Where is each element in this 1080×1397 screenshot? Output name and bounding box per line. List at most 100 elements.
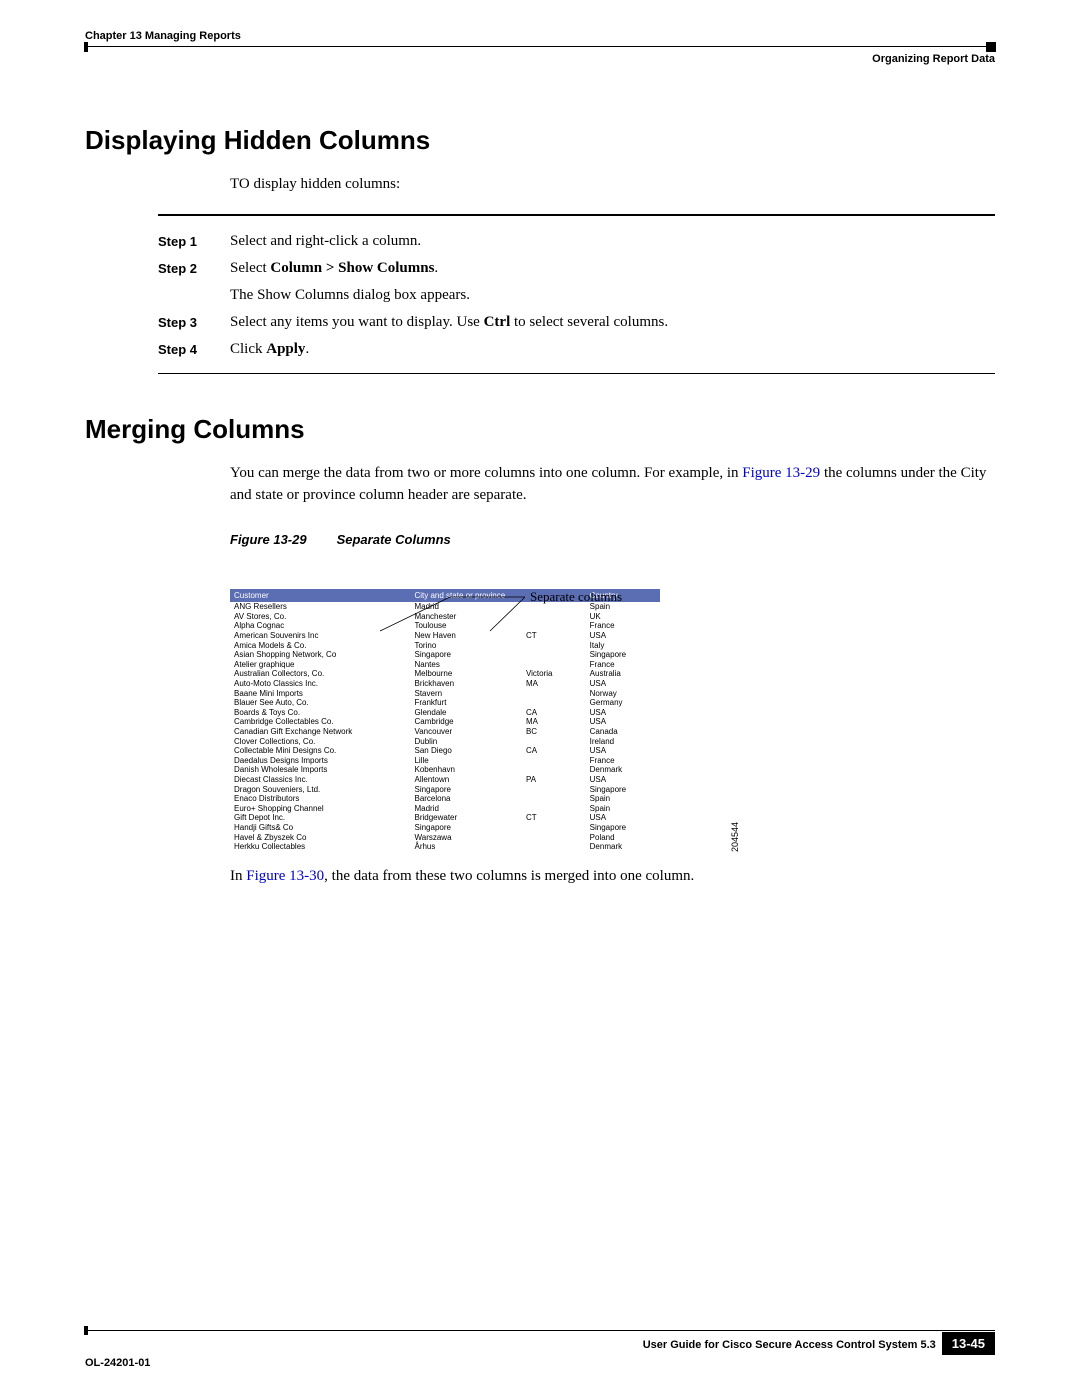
- cell-state: [522, 833, 586, 843]
- step-text-part: Select and right-click a column.: [230, 233, 421, 249]
- cell-city: Warszawa: [410, 833, 521, 843]
- table-row: Handji Gifts& CoSingaporeSingapore: [230, 823, 660, 833]
- step-sub-text: The Show Columns dialog box appears.: [230, 282, 995, 309]
- step-text: Select any items you want to display. Us…: [230, 309, 995, 336]
- cell-country: Spain: [586, 794, 660, 804]
- table-row: Havel & Zbyszek CoWarszawa Poland: [230, 833, 660, 843]
- cell-state: [522, 756, 586, 766]
- step-text-bold: Apply: [266, 341, 305, 357]
- figure-ref-link[interactable]: Figure 13-30: [246, 868, 324, 884]
- table-row: Gift Depot Inc.BridgewaterCTUSA: [230, 813, 660, 823]
- table-row: Clover Collections, Co.DublinIreland: [230, 737, 660, 747]
- step-text-bold: Ctrl: [484, 314, 511, 330]
- cell-country: UK: [586, 612, 660, 622]
- steps-block: Step 1 Select and right-click a column. …: [158, 214, 995, 374]
- cell-city: Århus: [410, 842, 521, 852]
- table-row: Atelier graphiqueNantesFrance: [230, 660, 660, 670]
- figure-annotation: Separate columns: [530, 589, 622, 605]
- cell-customer: Dragon Souveniers, Ltd.: [230, 785, 410, 795]
- footer-guide-title: User Guide for Cisco Secure Access Contr…: [85, 1339, 942, 1351]
- cell-country: France: [586, 621, 660, 631]
- cell-city: Singapore: [410, 785, 521, 795]
- cell-state: CT: [522, 631, 586, 641]
- cell-city: Frankfurt: [410, 698, 521, 708]
- step-text-part: .: [305, 341, 309, 357]
- cell-state: PA: [522, 775, 586, 785]
- page-footer: User Guide for Cisco Secure Access Contr…: [85, 1330, 995, 1369]
- cell-customer: Baane Mini Imports: [230, 689, 410, 699]
- cell-city: Singapore: [410, 650, 521, 660]
- figure-number: Figure 13-29: [230, 532, 307, 547]
- table-row: Canadian Gift Exchange NetworkVancouverB…: [230, 727, 660, 737]
- cell-state: Victoria: [522, 669, 586, 679]
- cell-customer: Canadian Gift Exchange Network: [230, 727, 410, 737]
- cell-state: [522, 660, 586, 670]
- cell-state: BC: [522, 727, 586, 737]
- cell-city: Cambridge: [410, 717, 521, 727]
- table-row: Blauer See Auto, Co.Frankfurt Germany: [230, 698, 660, 708]
- step-label: Step 2: [158, 255, 230, 282]
- cell-country: USA: [586, 775, 660, 785]
- cell-state: [522, 765, 586, 775]
- cell-customer: Havel & Zbyszek Co: [230, 833, 410, 843]
- after-figure-text: In Figure 13-30, the data from these two…: [230, 866, 995, 888]
- cell-city: Dublin: [410, 737, 521, 747]
- cell-state: [522, 823, 586, 833]
- cell-customer: Amica Models & Co.: [230, 641, 410, 651]
- cell-country: Poland: [586, 833, 660, 843]
- cell-city: Singapore: [410, 823, 521, 833]
- cell-country: Germany: [586, 698, 660, 708]
- table-row: Collectable Mini Designs Co.San DiegoCAU…: [230, 746, 660, 756]
- cell-customer: Atelier graphique: [230, 660, 410, 670]
- cell-state: [522, 737, 586, 747]
- cell-country: USA: [586, 631, 660, 641]
- cell-city: Barcelona: [410, 794, 521, 804]
- cell-city: Madrid: [410, 804, 521, 814]
- cell-customer: Gift Depot Inc.: [230, 813, 410, 823]
- cell-country: USA: [586, 813, 660, 823]
- step-row: Step 3 Select any items you want to disp…: [158, 309, 995, 336]
- step-label: Step 4: [158, 336, 230, 363]
- step-row: Step 2 Select Column > Show Columns.: [158, 255, 995, 282]
- page-number-badge: 13-45: [942, 1332, 995, 1355]
- cell-country: Canada: [586, 727, 660, 737]
- cell-country: Denmark: [586, 765, 660, 775]
- table-row: Euro+ Shopping ChannelMadrid Spain: [230, 804, 660, 814]
- figure-wrap: Separate columns Customer City and state…: [230, 589, 710, 851]
- cell-country: Norway: [586, 689, 660, 699]
- cell-state: [522, 698, 586, 708]
- cell-state: [522, 804, 586, 814]
- cell-country: Spain: [586, 804, 660, 814]
- body-text-part: You can merge the data from two or more …: [230, 465, 742, 481]
- cell-customer: Euro+ Shopping Channel: [230, 804, 410, 814]
- cell-country: USA: [586, 679, 660, 689]
- step-row: Step 1 Select and right-click a column.: [158, 228, 995, 255]
- cell-city: Melbourne: [410, 669, 521, 679]
- cell-customer: Blauer See Auto, Co.: [230, 698, 410, 708]
- cell-state: [522, 650, 586, 660]
- cell-city: Brickhaven: [410, 679, 521, 689]
- cell-country: Singapore: [586, 823, 660, 833]
- cell-state: [522, 612, 586, 622]
- cell-city: Vancouver: [410, 727, 521, 737]
- footer-doc-id: OL-24201-01: [85, 1357, 150, 1369]
- table-row: Cambridge Collectables Co.CambridgeMAUSA: [230, 717, 660, 727]
- cell-country: Italy: [586, 641, 660, 651]
- cell-customer: Danish Wholesale Imports: [230, 765, 410, 775]
- table-row: Diecast Classics Inc.AllentownPAUSA: [230, 775, 660, 785]
- cell-customer: Boards & Toys Co.: [230, 708, 410, 718]
- header-rule: [85, 46, 995, 47]
- table-row: Asian Shopping Network, CoSingaporeSinga…: [230, 650, 660, 660]
- section-heading-merging-columns: Merging Columns: [85, 414, 995, 445]
- cell-state: MA: [522, 717, 586, 727]
- table-row: Herkku CollectablesÅrhusDenmark: [230, 842, 660, 852]
- cell-state: CT: [522, 813, 586, 823]
- table-row: Amica Models & Co.TorinoItaly: [230, 641, 660, 651]
- figure-ref-link[interactable]: Figure 13-29: [742, 465, 820, 481]
- cell-country: USA: [586, 708, 660, 718]
- step-text-part: Click: [230, 341, 266, 357]
- cell-customer: Australian Collectors, Co.: [230, 669, 410, 679]
- step-text-part: Select any items you want to display. Us…: [230, 314, 484, 330]
- cell-state: [522, 842, 586, 852]
- table-row: Danish Wholesale ImportsKobenhavnDenmark: [230, 765, 660, 775]
